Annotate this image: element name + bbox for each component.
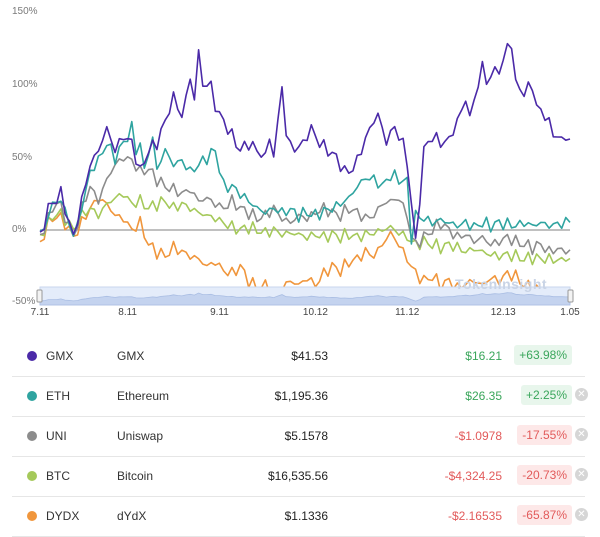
y-tick-label: 50% bbox=[12, 152, 33, 163]
navigator-handle-left bbox=[36, 289, 43, 303]
series-color-dot bbox=[27, 471, 37, 481]
asset-symbol: BTC bbox=[46, 469, 70, 483]
price-change: $26.35 bbox=[465, 389, 502, 403]
asset-name: GMX bbox=[117, 349, 145, 363]
series-line-btc bbox=[39, 192, 571, 266]
asset-symbol: DYDX bbox=[46, 509, 80, 523]
percent-change-badge: -20.73% bbox=[517, 465, 572, 485]
price-change: $16.21 bbox=[465, 349, 502, 363]
y-tick-label: 150% bbox=[12, 6, 38, 17]
remove-asset-icon[interactable]: ✕ bbox=[575, 508, 588, 521]
y-tick-label: 0% bbox=[12, 224, 27, 235]
x-tick-label: 7.11 bbox=[30, 307, 50, 318]
asset-row-btc[interactable]: BTC Bitcoin $16,535.56 -$4,324.25 -20.73% ✕ bbox=[12, 456, 588, 497]
x-tick-label: 12.13 bbox=[490, 307, 516, 318]
x-tick-label: 11.12 bbox=[395, 307, 420, 318]
y-tick-label: 100% bbox=[12, 79, 38, 90]
series-line-gmx bbox=[39, 42, 571, 239]
asset-name: Bitcoin bbox=[117, 469, 154, 483]
asset-row-eth[interactable]: ETH Ethereum $1,195.36 $26.35 +2.25% ✕ bbox=[12, 376, 588, 417]
series-line-uni bbox=[39, 156, 571, 256]
navigator-handle-right bbox=[567, 289, 574, 303]
asset-row-gmx[interactable]: GMX GMX $41.53 $16.21 +63.98% bbox=[12, 336, 585, 377]
asset-symbol: UNI bbox=[46, 429, 67, 443]
chart-svg bbox=[36, 42, 574, 306]
asset-symbol: ETH bbox=[46, 389, 70, 403]
x-tick-label: 9.11 bbox=[210, 307, 229, 318]
y-tick-label: -50% bbox=[12, 296, 36, 307]
asset-name: dYdX bbox=[117, 509, 147, 523]
asset-price: $1,195.36 bbox=[274, 389, 328, 403]
asset-price: $5.1578 bbox=[284, 429, 328, 443]
asset-name: Uniswap bbox=[117, 429, 164, 443]
x-tick-label: 8.11 bbox=[118, 307, 137, 318]
asset-price: $16,535.56 bbox=[267, 469, 328, 483]
remove-asset-icon[interactable]: ✕ bbox=[575, 428, 588, 441]
percent-change-badge: -17.55% bbox=[517, 425, 572, 445]
remove-asset-icon[interactable]: ✕ bbox=[575, 388, 588, 401]
x-tick-label: 10.12 bbox=[302, 307, 328, 318]
series-color-dot bbox=[27, 351, 37, 361]
price-performance-chart: 150% 100% 50% 0% -50% TokenInsight 7.11 8… bbox=[12, 6, 580, 318]
asset-row-dydx[interactable]: DYDX dYdX $1.1336 -$2.16535 -65.87% ✕ bbox=[12, 496, 588, 537]
asset-name: Ethereum bbox=[117, 389, 170, 403]
percent-change-badge: -65.87% bbox=[517, 505, 572, 525]
asset-price: $1.1336 bbox=[284, 509, 328, 523]
price-change: -$4,324.25 bbox=[444, 469, 502, 483]
navigator-area bbox=[39, 292, 571, 306]
series-color-dot bbox=[27, 431, 37, 441]
watermark-logo: TokenInsight bbox=[455, 276, 548, 292]
asset-row-uni[interactable]: UNI Uniswap $5.1578 -$1.0978 -17.55% ✕ bbox=[12, 416, 588, 457]
asset-symbol: GMX bbox=[46, 349, 74, 363]
percent-change-badge: +2.25% bbox=[520, 385, 572, 405]
price-change: -$1.0978 bbox=[454, 429, 502, 443]
remove-asset-icon[interactable]: ✕ bbox=[575, 468, 588, 481]
price-change: -$2.16535 bbox=[447, 509, 502, 523]
x-tick-label: 1.05 bbox=[560, 307, 580, 318]
series-color-dot bbox=[27, 391, 37, 401]
asset-price: $41.53 bbox=[291, 349, 328, 363]
percent-change-badge: +63.98% bbox=[514, 345, 572, 365]
series-line-dydx bbox=[39, 198, 571, 299]
